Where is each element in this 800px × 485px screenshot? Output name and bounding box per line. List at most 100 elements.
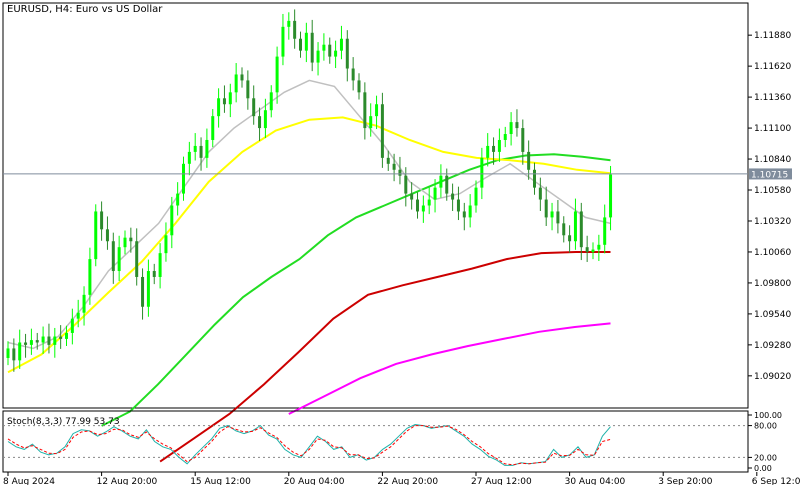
candle-bear — [258, 116, 262, 129]
candle-bear — [47, 336, 51, 345]
main-chart-frame — [2, 2, 749, 409]
candle-bull — [509, 122, 513, 135]
candle-bull — [322, 44, 326, 51]
time-axis-label: 20 Aug 04:00 — [284, 477, 345, 485]
candle-bull — [70, 318, 74, 333]
candle-bull — [117, 247, 121, 272]
candle-bull — [334, 50, 338, 57]
stochastic-axis-label: 20.00 — [754, 453, 777, 462]
candle-bear — [111, 241, 115, 272]
candle-bull — [269, 92, 273, 111]
candle-bull — [205, 139, 209, 158]
candle-bear — [538, 187, 542, 200]
stochastic-axis: 100.00 80.00 20.00 0.00 — [748, 411, 782, 473]
candle-bull — [421, 205, 425, 212]
candle-bull — [170, 205, 174, 236]
candle-bull — [82, 294, 86, 313]
price-axis-label: 1.09800 — [754, 279, 791, 289]
candle-bull — [609, 174, 613, 218]
candle-bull — [468, 205, 472, 218]
candle-bull — [474, 187, 478, 206]
candle-bear — [445, 175, 449, 194]
price-axis-label: 1.09020 — [754, 372, 791, 382]
candle-bear — [392, 163, 396, 170]
candle-bear — [515, 122, 519, 129]
candle-bull — [597, 244, 601, 250]
chart-title: EURUSD, H4: Euro vs US Dollar — [7, 4, 163, 15]
candle-bull — [41, 336, 45, 343]
candle-bull — [573, 211, 577, 242]
stochastic-frame — [2, 410, 749, 473]
candle-bear — [404, 175, 408, 194]
candle-bear — [456, 199, 460, 212]
stochastic-grid — [3, 425, 748, 458]
candle-bear — [363, 92, 367, 129]
time-axis-label: 8 Aug 2024 — [3, 477, 55, 485]
candle-bear — [351, 68, 355, 81]
stochastic-axis-label: 0.00 — [754, 464, 772, 473]
candle-bull — [275, 56, 279, 93]
candle-bull — [53, 336, 57, 345]
price-axis-label: 1.11100 — [754, 124, 791, 134]
candle-bull — [375, 104, 379, 117]
candle-bull — [88, 259, 92, 295]
price-axis-label: 1.09280 — [754, 341, 791, 351]
candle-bear — [141, 276, 145, 307]
candle-bear — [246, 80, 250, 99]
candle-bear — [345, 38, 349, 69]
stochastic-signal-line — [7, 425, 611, 466]
candle-bear — [533, 169, 536, 188]
candle-bull — [591, 249, 595, 252]
stochastic-axis-label: 100.00 — [754, 411, 782, 420]
candle-bear — [252, 98, 256, 117]
candle-bull — [182, 163, 185, 194]
time-axis: 8 Aug 2024 12 Aug 20:00 15 Aug 12:00 20 Aug… — [3, 472, 800, 485]
candle-bull — [176, 193, 180, 206]
candle-bull — [486, 145, 490, 158]
candle-bear — [293, 20, 297, 39]
candle-bull — [228, 92, 232, 105]
candle-bear — [240, 74, 244, 81]
candle-bull — [29, 340, 33, 345]
candle-bear — [451, 193, 455, 200]
candle-bear — [152, 271, 156, 277]
candle-bull — [158, 253, 162, 277]
time-axis-label: 30 Aug 04:00 — [565, 477, 626, 485]
candle-bear — [299, 38, 302, 51]
candle-bull — [6, 348, 10, 358]
candle-bear — [24, 342, 28, 345]
candle-bear — [12, 348, 16, 361]
price-axis-label: 1.11880 — [754, 31, 791, 41]
stochastic-lines — [7, 423, 611, 466]
candle-bull — [304, 32, 308, 51]
stochastic-title: Stoch(8,3,3) 77.99 53.73 — [7, 417, 120, 427]
candle-bull — [339, 38, 343, 51]
ma-fast-line — [7, 79, 611, 350]
candle-bull — [146, 271, 150, 307]
candle-bull — [164, 235, 168, 254]
candle-bear — [357, 80, 361, 93]
candle-bear — [585, 247, 589, 252]
candle-bull — [94, 211, 98, 260]
candle-bear — [398, 169, 402, 176]
stochastic-main-line — [7, 423, 611, 466]
candle-bear — [579, 211, 583, 248]
candle-bear — [380, 104, 384, 158]
candle-bull — [497, 139, 501, 152]
candle-bull — [503, 134, 507, 140]
candle-bear — [556, 211, 560, 224]
current-price-tag — [749, 168, 792, 180]
candle-bear — [410, 193, 414, 200]
time-axis-label: 12 Aug 20:00 — [97, 477, 158, 485]
candle-bull — [603, 217, 607, 245]
candle-bear — [492, 145, 496, 152]
candle-bull — [427, 199, 431, 206]
candle-bull — [217, 98, 221, 117]
candle-bear — [100, 211, 104, 230]
candle-bull — [123, 237, 127, 248]
candle-bull — [480, 157, 484, 188]
candle-bear — [59, 336, 63, 339]
time-axis-label: 15 Aug 12:00 — [190, 477, 251, 485]
candle-bear — [462, 211, 466, 218]
